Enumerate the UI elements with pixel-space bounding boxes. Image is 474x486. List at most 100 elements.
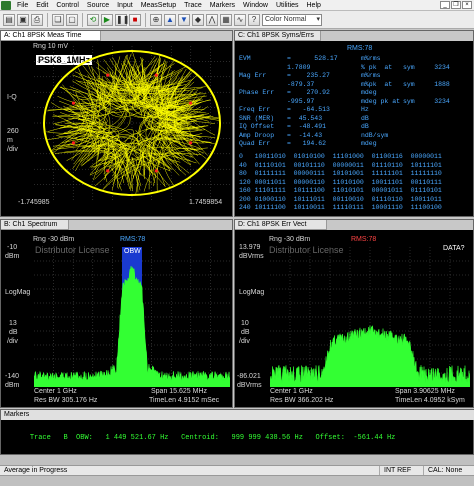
pane-d-ymode: LogMag: [239, 289, 265, 296]
pane-b-yscale: 13: [9, 320, 17, 327]
metric-name: IQ Offset: [239, 123, 275, 130]
metric-value: = -14.43: [287, 131, 323, 139]
menu-file[interactable]: File: [17, 1, 29, 9]
metric-unit: mdeg pk at: [361, 97, 401, 105]
marker-trace-id: B: [63, 434, 68, 442]
menu-control[interactable]: Control: [56, 1, 79, 9]
menu-markers[interactable]: Markers: [209, 1, 236, 9]
marker-icon[interactable]: ◆: [192, 13, 204, 26]
pause-icon[interactable]: ❚❚: [115, 13, 130, 26]
pane-b-yscale-unit: dB: [9, 329, 18, 336]
metric-name: EVM: [239, 55, 251, 62]
status-bar: Average in Progress INT REF CAL: None: [0, 455, 474, 486]
symbol-row: 0 10011010 01010100 11101000 01100116 00…: [239, 153, 442, 160]
menu-edit[interactable]: Edit: [36, 1, 49, 9]
pane-b-ytop-unit: dBm: [5, 253, 20, 260]
menu-input[interactable]: Input: [117, 1, 133, 9]
constellation-symbol-point: [71, 101, 76, 105]
peak-icon[interactable]: ⋀: [206, 13, 218, 26]
pane-b-spectrum[interactable]: B: Ch1 Spectrum Rng -30 dBm RMS:78 Distr…: [0, 219, 233, 408]
pane-c-title[interactable]: C: Ch1 8PSK Syms/Errs: [235, 31, 321, 41]
minimize-icon[interactable]: _: [440, 1, 450, 9]
constellation-symbol-point: [71, 141, 76, 145]
metric-unit: dB: [361, 123, 369, 130]
markers-pane[interactable]: Markers Trace B OBW: 1 449 521.67 Hz Cen…: [0, 409, 474, 455]
metric-name: Mag Err: [239, 72, 267, 79]
print-icon[interactable]: ⎙: [31, 13, 43, 26]
paste-icon[interactable]: ▢: [66, 13, 78, 26]
symbol-row: 160 11101111 10111100 11010101 00001011 …: [239, 187, 442, 194]
metric-value: -879.37: [287, 80, 315, 88]
close-icon[interactable]: ×: [462, 1, 472, 9]
color-mode-select[interactable]: Color Normal: [262, 13, 322, 26]
pane-d-ybottom-unit: dBVrms: [237, 382, 262, 389]
menu-meassetup[interactable]: MeasSetup: [140, 1, 177, 9]
pane-a-title[interactable]: A: Ch1 8PSK Meas Time: [1, 31, 101, 41]
status-int-ref: INT REF: [380, 466, 424, 475]
menu-help[interactable]: Help: [306, 1, 321, 9]
metric-name: SNR (MER): [239, 114, 275, 122]
pane-b-span: Span 15.625 MHz: [151, 388, 208, 395]
pane-b-watermark: Distributor License: [35, 245, 110, 255]
play-icon[interactable]: ▶: [101, 13, 113, 26]
grid-icon[interactable]: ▦: [220, 13, 232, 26]
pane-d-yscale-unit: dB: [241, 329, 250, 336]
arrow-up-icon[interactable]: ▲: [164, 13, 176, 26]
metric-value: = 270.92: [287, 89, 330, 96]
marker-centroid-label: Centroid:: [181, 434, 219, 442]
constellation-symbol-point: [106, 73, 110, 77]
symbol-row: 200 01000110 10111011 00110010 01110110 …: [239, 195, 442, 203]
restart-icon[interactable]: ⟲: [87, 13, 99, 26]
pane-b-ydiv: /div: [7, 338, 18, 345]
metric-unit: dB: [361, 114, 369, 122]
menu-utilities[interactable]: Utilities: [275, 1, 299, 9]
pane-a-range: Rng 10 mV: [33, 43, 69, 50]
pane-a-constellation[interactable]: A: Ch1 8PSK Meas Time Rng 10 mV PSK8_1MH…: [0, 30, 233, 217]
pane-c-symbols[interactable]: C: Ch1 8PSK Syms/Errs RMS:78 EVM = 528.17…: [234, 30, 474, 217]
pane-b-obw-label: OBW: [124, 248, 141, 255]
menu-window[interactable]: Window: [243, 1, 268, 9]
pane-d-data-q: DATA?: [443, 245, 465, 252]
restore-icon[interactable]: ❐: [451, 1, 461, 9]
pane-d-yscale: 10: [241, 320, 249, 327]
metric-name: Freq Err: [239, 106, 271, 113]
pane-b-title[interactable]: B: Ch1 Spectrum: [1, 220, 69, 230]
pane-a-ylabel: I-Q: [7, 94, 17, 101]
menu-trace[interactable]: Trace: [184, 1, 202, 9]
symbol-row: 120 00011011 00000110 11010100 10011101 …: [239, 178, 442, 186]
menu-bar: File Edit Control Source Input MeasSetup…: [0, 0, 474, 11]
pane-d-title[interactable]: D: Ch1 8PSK Err Vect Spectrum: [235, 220, 327, 238]
open-icon[interactable]: ▤: [3, 13, 15, 26]
zoom-icon[interactable]: ⊕: [150, 13, 162, 26]
marker-obw-value: 1 449 521.67 Hz: [105, 434, 169, 442]
pane-a-yscale: 260: [7, 128, 19, 135]
constellation-symbol-point: [154, 73, 158, 77]
metric-value: = 194.62: [287, 140, 327, 147]
metric-name: Phase Err: [239, 89, 275, 96]
constellation-plot: [34, 46, 230, 200]
constellation-ring: [43, 50, 221, 196]
save-icon[interactable]: ▣: [17, 13, 29, 26]
metric-value: = 528.17: [287, 55, 338, 62]
copy-icon[interactable]: ❏: [52, 13, 64, 26]
pane-b-timelen: TimeLen 4.9152 mSec: [149, 397, 220, 404]
pane-d-ydiv: /div: [239, 338, 250, 345]
marker-trace-label: Trace: [29, 434, 51, 442]
pane-b-ybottom-unit: dBm: [5, 382, 20, 389]
pane-a-yunit: m: [7, 137, 13, 144]
pane-a-ydiv: /div: [7, 146, 18, 153]
waveform-icon[interactable]: ∿: [234, 13, 246, 26]
symbol-row: 240 10111100 10110011 11110111 10001110 …: [239, 204, 442, 211]
pane-d-rms: RMS:78: [351, 236, 377, 243]
pane-d-timelen: TimeLen 4.0952 kSym: [395, 397, 465, 404]
menu-source[interactable]: Source: [86, 1, 110, 9]
stop-icon[interactable]: ■: [129, 13, 141, 26]
arrow-down-icon[interactable]: ▼: [178, 13, 190, 26]
metric-unit: m%rms: [361, 55, 381, 62]
pane-d-ytop: 13.979: [239, 244, 261, 251]
spectrum-plot: [34, 247, 230, 387]
help-icon[interactable]: ?: [248, 13, 260, 26]
metric-unit: % pk at: [361, 63, 393, 71]
pane-d-errvect[interactable]: D: Ch1 8PSK Err Vect Spectrum Rng -30 dB…: [234, 219, 474, 408]
metric-unit: mdeg: [361, 89, 377, 96]
